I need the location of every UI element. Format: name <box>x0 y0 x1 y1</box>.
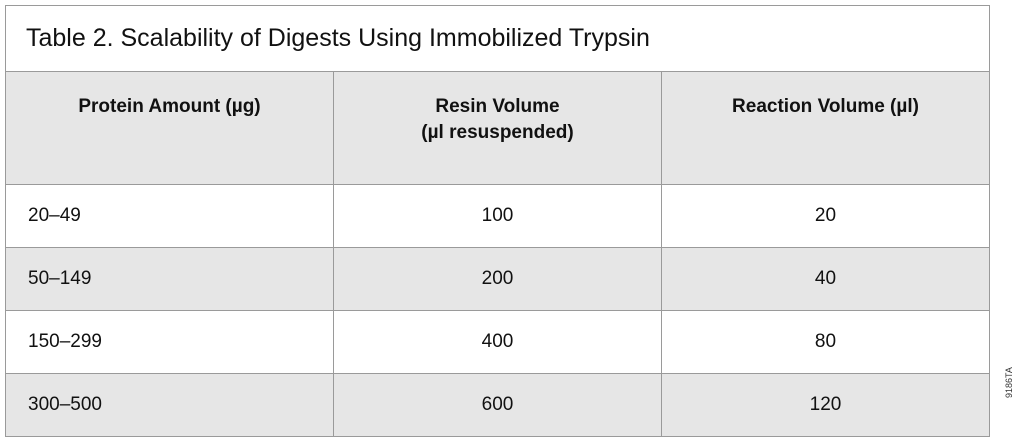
cell-protein: 50–149 <box>5 247 334 311</box>
cell-reaction: 40 <box>661 247 990 311</box>
cell-resin: 200 <box>333 247 662 311</box>
header-protein-amount: Protein Amount (µg) <box>5 71 334 185</box>
scalability-table: Table 2. Scalability of Digests Using Im… <box>5 5 990 437</box>
header-row: Protein Amount (µg) Resin Volume (µl resu… <box>5 71 990 185</box>
header-resin-line1: Resin Volume <box>435 96 560 117</box>
table-row: 50–149 200 40 <box>5 247 990 311</box>
table-row: 150–299 400 80 <box>5 310 990 374</box>
header-resin-volume: Resin Volume (µl resuspended) <box>333 71 662 185</box>
cell-resin: 400 <box>333 310 662 374</box>
cell-resin: 600 <box>333 373 662 437</box>
cell-protein: 20–49 <box>5 184 334 248</box>
cell-resin: 100 <box>333 184 662 248</box>
table-title: Table 2. Scalability of Digests Using Im… <box>5 5 990 72</box>
cell-reaction: 120 <box>661 373 990 437</box>
header-resin-line2: (µl resuspended) <box>421 122 574 143</box>
cell-reaction: 80 <box>661 310 990 374</box>
cell-protein: 300–500 <box>5 373 334 437</box>
header-reaction-volume: Reaction Volume (µl) <box>661 71 990 185</box>
cell-protein: 150–299 <box>5 310 334 374</box>
cell-reaction: 20 <box>661 184 990 248</box>
table-row: 20–49 100 20 <box>5 184 990 248</box>
figure-code: 9186TA <box>1004 367 1014 398</box>
table-row: 300–500 600 120 <box>5 373 990 437</box>
